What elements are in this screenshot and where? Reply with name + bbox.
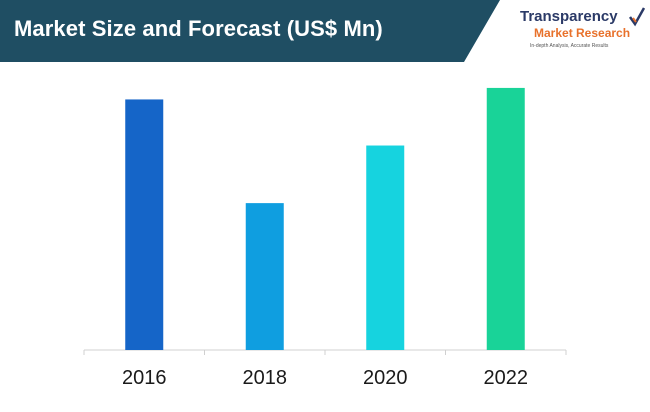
header-band [0, 0, 500, 62]
logo: Transparency Market Research In-depth An… [520, 6, 648, 58]
x-tick-label-2018: 2018 [243, 367, 288, 389]
logo-subname: Market Research [534, 26, 631, 40]
x-tick-label-2022: 2022 [484, 367, 529, 389]
logo-name: Transparency [520, 8, 618, 25]
logo-tagline: In-depth Analysis, Accurate Results [530, 43, 609, 49]
header: Market Size and Forecast (US$ Mn) Transp… [0, 0, 650, 62]
page-title: Market Size and Forecast (US$ Mn) [14, 16, 383, 41]
bar-2016 [125, 99, 164, 350]
bar-2022 [486, 87, 525, 351]
x-tick-label-2020: 2020 [363, 367, 408, 389]
x-axis-ticks [83, 350, 567, 355]
bar-2018 [245, 203, 284, 350]
x-tick-label-2016: 2016 [122, 367, 167, 389]
bar-2020 [366, 145, 405, 350]
bars [125, 87, 525, 351]
x-tick-labels: 2016 2018 2020 2022 [122, 367, 528, 389]
check-mark-icon [628, 7, 646, 27]
bar-chart: 2016 2018 2020 2022 [83, 87, 567, 389]
